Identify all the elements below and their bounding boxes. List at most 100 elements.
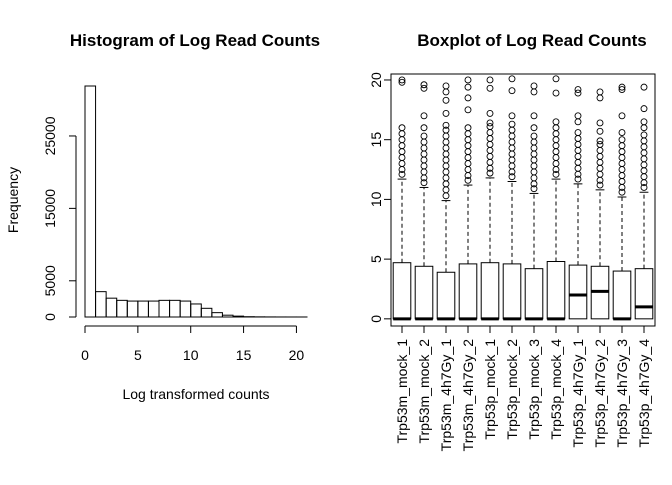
boxplot-box — [415, 266, 433, 319]
boxplot-outlier — [399, 143, 405, 149]
boxplot-outlier — [619, 167, 625, 173]
boxplot-outlier — [399, 149, 405, 155]
histogram-bar — [117, 300, 128, 317]
boxplot-outlier — [641, 138, 647, 144]
boxplot-x-tick-label: Trp53m_mock_2 — [416, 339, 432, 444]
boxplot-outlier — [399, 137, 405, 143]
boxplot-outlier — [487, 135, 493, 141]
boxplot-outlier — [443, 139, 449, 145]
boxplot-outlier — [421, 163, 427, 169]
boxplot-outlier — [465, 161, 471, 167]
boxplot-outlier — [465, 95, 471, 101]
boxplot-outlier — [575, 147, 581, 153]
boxplot-outlier — [399, 155, 405, 161]
boxplot-boxes — [393, 76, 653, 319]
boxplot-outlier — [597, 171, 603, 177]
boxplot-outlier — [421, 113, 427, 119]
boxplot-outlier — [443, 145, 449, 151]
boxplot-outlier — [487, 77, 493, 83]
boxplot-outlier — [575, 119, 581, 125]
boxplot-outlier — [443, 97, 449, 103]
boxplot-outlier — [443, 187, 449, 193]
boxplot-outlier — [641, 84, 647, 90]
boxplot-outlier — [597, 159, 603, 165]
boxplot-outlier — [531, 113, 537, 119]
boxplot-outlier — [597, 153, 603, 159]
boxplot-outlier — [641, 132, 647, 138]
boxplot-outlier — [487, 110, 493, 116]
histogram-bar — [159, 300, 170, 317]
boxplot-y-tick-label: 5 — [368, 255, 384, 263]
boxplot-outlier — [619, 143, 625, 149]
boxplot-outlier — [443, 193, 449, 199]
boxplot-outlier — [465, 143, 471, 149]
boxplot-outlier — [575, 141, 581, 147]
boxplot-outlier — [443, 151, 449, 157]
boxplot-x-tick-label: Trp53p_4h7Gy_3 — [614, 339, 630, 448]
boxplot-outlier — [465, 107, 471, 113]
boxplot-x-tick-label: Trp53p_mock_4 — [548, 339, 564, 440]
histogram-y-tick-label: 15000 — [42, 189, 58, 228]
boxplot-outlier — [531, 163, 537, 169]
boxplot-outlier — [553, 161, 559, 167]
boxplot-box-group — [569, 87, 587, 319]
histogram-bar — [233, 316, 244, 317]
boxplot-outlier — [509, 133, 515, 139]
boxplot-x-tick-label: Trp53m_4h7Gy_1 — [438, 339, 454, 452]
histogram-x-axis-label: Log transformed counts — [122, 386, 269, 402]
histogram-x-tick-label: 20 — [289, 347, 305, 363]
boxplot-outlier — [509, 139, 515, 145]
boxplot-outlier — [619, 149, 625, 155]
boxplot-x-tick-label: Trp53p_4h7Gy_2 — [592, 339, 608, 448]
boxplot-outlier — [553, 90, 559, 96]
boxplot-x-tick-label: Trp53p_mock_1 — [482, 339, 498, 440]
histogram-x-tick-label: 5 — [134, 347, 142, 363]
boxplot-outlier — [399, 131, 405, 137]
boxplot-outlier — [465, 77, 471, 83]
boxplot-outlier — [575, 159, 581, 165]
boxplot-outlier — [641, 125, 647, 131]
boxplot-outlier — [509, 151, 515, 157]
histogram-title: Histogram of Log Read Counts — [70, 31, 320, 50]
boxplot-outlier — [509, 113, 515, 119]
boxplot-outlier — [641, 162, 647, 168]
histogram-bar — [201, 308, 212, 317]
boxplot-outlier — [531, 151, 537, 157]
boxplot-box-group — [503, 76, 521, 319]
boxplot-outlier — [531, 175, 537, 181]
histogram-bar — [138, 301, 149, 317]
boxplot-outlier — [619, 155, 625, 161]
boxplot-outlier — [443, 181, 449, 187]
boxplot-box-group — [481, 77, 499, 319]
boxplot-outlier — [619, 161, 625, 167]
boxplot-box-group — [437, 83, 455, 319]
boxplot-outlier — [597, 128, 603, 134]
boxplot-outlier — [421, 169, 427, 175]
boxplot-outlier — [531, 125, 537, 131]
histogram-y-tick-label: 0 — [42, 313, 58, 321]
boxplot-outlier — [531, 145, 537, 151]
boxplot-outlier — [509, 145, 515, 151]
boxplot-outlier — [465, 137, 471, 143]
boxplot-outlier — [421, 82, 427, 88]
boxplot-box — [613, 271, 631, 319]
histogram-bar — [85, 86, 96, 317]
boxplot-outlier — [509, 76, 515, 82]
boxplot-outlier — [597, 95, 603, 101]
boxplot-outlier — [487, 130, 493, 136]
boxplot-outlier — [443, 89, 449, 95]
histogram-bar — [106, 298, 117, 317]
boxplot-outlier — [443, 169, 449, 175]
boxplot-box — [547, 262, 565, 319]
boxplot-outlier — [553, 149, 559, 155]
boxplot-outlier — [443, 83, 449, 89]
boxplot-outlier — [575, 165, 581, 171]
boxplot-outlier — [465, 84, 471, 90]
boxplot-outlier — [553, 131, 559, 137]
boxplot-outlier — [509, 121, 515, 127]
boxplot-outlier — [553, 143, 559, 149]
histogram-y-tick-label: 25000 — [42, 116, 58, 155]
histogram-panel: Histogram of Log Read Counts Log transfo… — [5, 31, 320, 402]
boxplot-y-tick-label: 20 — [368, 72, 384, 88]
